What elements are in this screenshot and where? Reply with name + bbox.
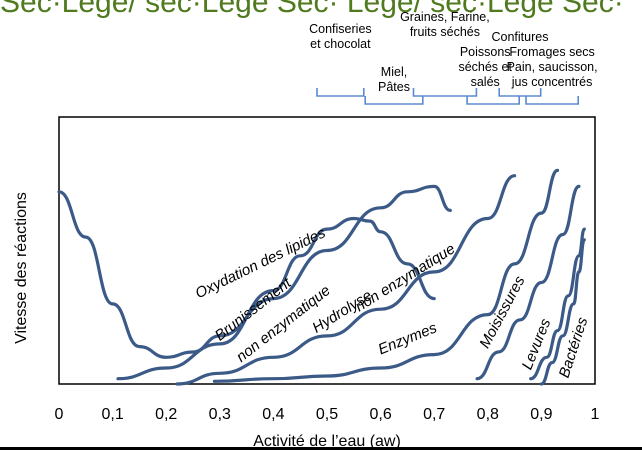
bottom-divider <box>0 447 642 450</box>
food-bracket <box>412 88 478 97</box>
food-category-label: Graines, Farine, <box>400 10 490 24</box>
food-category-label: fruits séchés <box>410 25 480 39</box>
food-category-label: Confitures <box>492 30 549 44</box>
x-tick-label: 0,7 <box>423 406 445 423</box>
food-category-label: Miel, <box>381 65 407 79</box>
food-category: Miel,Pâtes <box>364 65 424 105</box>
food-category-label: Pain, saucisson, <box>507 60 598 74</box>
food-category: Graines, Farine,fruits séchés <box>400 10 490 97</box>
food-bracket <box>498 88 542 97</box>
food-category-label: jus concentrés <box>511 75 593 89</box>
food-bracket <box>466 96 520 105</box>
food-category-label: Confiseries <box>309 22 372 36</box>
y-axis-title: Vitesse des réactions <box>13 192 30 344</box>
curve-3 <box>175 174 517 386</box>
food-bracket <box>525 96 579 105</box>
x-tick-label: 0,1 <box>101 406 123 423</box>
x-tick-label: 0,8 <box>477 406 499 423</box>
x-axis-title: Activité de l’eau (aw) <box>253 433 401 450</box>
reaction-curves <box>57 168 586 386</box>
food-bracket <box>316 88 365 97</box>
header-banner-text: Sec·Légè/ sec·Légè Sec· Légè/ sec·Légè S… <box>0 0 624 18</box>
food-category-label: et chocolat <box>310 37 371 51</box>
food-category-label: Poissons <box>460 45 511 59</box>
food-category-label: séchés et <box>458 60 512 74</box>
food-category-label: salés <box>471 75 500 89</box>
food-bracket <box>364 96 424 105</box>
curve-6 <box>529 227 586 381</box>
food-category: Confitures <box>492 30 549 97</box>
curve-label-5: non enzymatique <box>352 240 458 315</box>
x-tick-label: 0,5 <box>316 406 338 423</box>
x-axis-ticks: 0 0,1 0,2 0,3 0,4 0,5 0,6 0,7 0,8 0,9 1 <box>55 406 600 423</box>
curve-4 <box>212 168 560 383</box>
curve-5 <box>475 184 581 381</box>
x-tick-label: 0,4 <box>262 406 284 423</box>
x-tick-label: 1 <box>591 406 600 423</box>
x-tick-label: 0,2 <box>155 406 177 423</box>
food-category-label: Pâtes <box>378 80 410 94</box>
x-tick-label: 0,3 <box>209 406 231 423</box>
curve-2 <box>116 216 436 381</box>
curve-1 <box>57 184 452 359</box>
x-tick-label: 0,6 <box>369 406 391 423</box>
x-tick-label: 0,9 <box>530 406 552 423</box>
plot-frame <box>58 116 596 385</box>
curve-7 <box>539 238 586 386</box>
food-category-label: Fromages secs <box>509 45 594 59</box>
x-tick-label: 0 <box>55 406 64 423</box>
curve-label-6: Enzymes <box>376 319 440 358</box>
